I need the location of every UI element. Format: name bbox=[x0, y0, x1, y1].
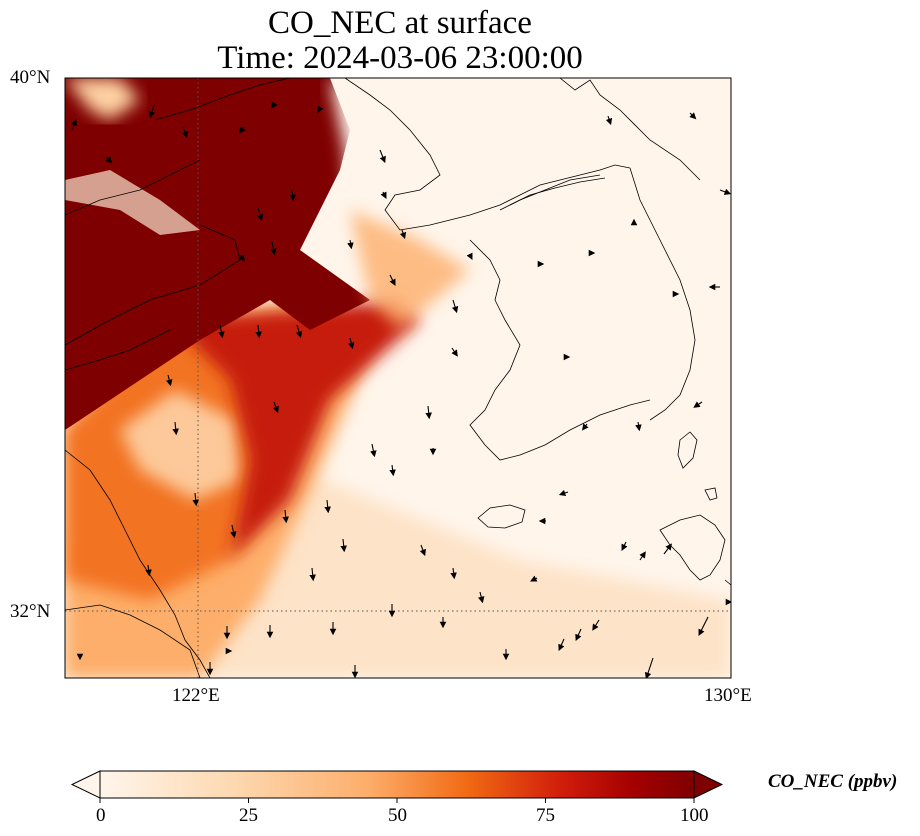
field-clean-patch-1 bbox=[65, 78, 140, 120]
wind-arrow bbox=[530, 575, 538, 582]
field-clean-patch-3 bbox=[330, 78, 430, 220]
wind-arrow bbox=[105, 156, 113, 164]
wind-arrow bbox=[466, 252, 473, 260]
coast-shandong bbox=[65, 224, 241, 346]
colorbar-extend-max bbox=[693, 770, 724, 799]
tsushima-island bbox=[677, 431, 698, 469]
wind-arrow bbox=[271, 101, 278, 109]
wind-arrow bbox=[218, 324, 225, 339]
wind-arrow bbox=[165, 374, 173, 387]
colorbar-extend-min bbox=[70, 770, 101, 799]
wind-arrow bbox=[295, 324, 303, 339]
wind-arrow bbox=[719, 188, 731, 195]
wind-arrow bbox=[389, 464, 396, 477]
wind-arrow bbox=[172, 421, 179, 436]
lon-label-122E: 122°E bbox=[172, 685, 220, 706]
colorbar bbox=[70, 770, 724, 803]
field-clean-patch-2 bbox=[65, 170, 200, 235]
lon-label-130E: 130°E bbox=[704, 685, 752, 706]
lat-label-40N: 40°N bbox=[10, 67, 51, 88]
colorbar-tick-label: 75 bbox=[536, 805, 555, 826]
lat-label-32N: 32°N bbox=[10, 601, 51, 622]
wind-arrow bbox=[270, 241, 277, 256]
wind-arrow bbox=[379, 149, 386, 164]
wind-arrow bbox=[635, 421, 642, 432]
coast-korea-east bbox=[629, 167, 696, 421]
co-concentration-field bbox=[65, 78, 731, 678]
field-plume-core bbox=[120, 390, 240, 500]
wind-arrow bbox=[256, 207, 264, 222]
wind-arrow bbox=[698, 616, 709, 636]
wind-arrow bbox=[389, 274, 396, 286]
wind-arrow bbox=[148, 104, 156, 119]
wind-arrow bbox=[340, 538, 347, 553]
coast-nk-west bbox=[344, 78, 631, 231]
wind-arrow bbox=[192, 492, 199, 507]
map-frame bbox=[64, 77, 732, 679]
coast-south-korea bbox=[469, 239, 651, 461]
colorbar-label: CO_NEC (ppbv) bbox=[768, 771, 898, 792]
wind-arrow bbox=[70, 118, 77, 131]
wind-arrow bbox=[450, 567, 457, 580]
wind-arrow bbox=[644, 657, 654, 678]
wind-arrow bbox=[347, 239, 354, 250]
wind-arrow bbox=[289, 189, 296, 202]
wind-arrow bbox=[309, 567, 316, 582]
coast-liaoning bbox=[154, 78, 291, 121]
wind-arrow bbox=[380, 191, 387, 199]
wind-arrow bbox=[663, 543, 672, 555]
map-title: CO_NEC at surface bbox=[268, 5, 532, 41]
field-red-front bbox=[170, 300, 420, 560]
wind-arrow bbox=[477, 591, 485, 604]
wind-arrow bbox=[370, 443, 377, 458]
colorbar-tick-label: 25 bbox=[239, 805, 258, 826]
wind-arrow bbox=[621, 541, 628, 551]
wind-arrow bbox=[145, 564, 152, 577]
wind-arrow bbox=[347, 337, 355, 350]
wind-arrow bbox=[324, 499, 331, 514]
wind-arrow bbox=[558, 638, 565, 652]
wind-arrow bbox=[282, 509, 289, 524]
wind-arrow bbox=[639, 551, 646, 561]
wind-arrow bbox=[238, 254, 245, 262]
wind-arrow bbox=[605, 115, 613, 126]
wind-arrow bbox=[558, 489, 569, 497]
wind-arrow bbox=[451, 347, 458, 357]
wind-arrow bbox=[181, 126, 188, 139]
wind-arrow bbox=[317, 105, 324, 113]
gridlines bbox=[65, 78, 731, 678]
wind-arrow bbox=[689, 112, 697, 120]
wind-arrow bbox=[419, 544, 426, 557]
wind-arrow bbox=[451, 299, 459, 314]
colorbar-gradient bbox=[100, 771, 694, 798]
colorbar-tick-label: 50 bbox=[388, 805, 407, 826]
jeju-island bbox=[477, 504, 526, 529]
field-edge-orange bbox=[350, 210, 470, 330]
wind-arrow bbox=[575, 628, 582, 642]
wind-arrow bbox=[399, 229, 407, 240]
wind-arrow bbox=[239, 126, 246, 134]
wind-arrow bbox=[425, 405, 432, 420]
map-time-subtitle: Time: 2024-03-06 23:00:00 bbox=[217, 40, 583, 76]
wind-arrow bbox=[230, 524, 237, 539]
wind-vectors bbox=[70, 101, 731, 678]
coast-kyushu bbox=[659, 514, 726, 581]
wind-arrow bbox=[592, 619, 600, 631]
wind-arrow bbox=[693, 401, 703, 408]
wind-arrow bbox=[255, 324, 262, 339]
wind-arrow bbox=[582, 423, 589, 431]
colorbar-tick-label: 0 bbox=[96, 805, 106, 826]
field-maximum-region bbox=[65, 78, 370, 430]
wind-arrow bbox=[272, 401, 279, 414]
colorbar-tick-label: 100 bbox=[680, 805, 709, 826]
